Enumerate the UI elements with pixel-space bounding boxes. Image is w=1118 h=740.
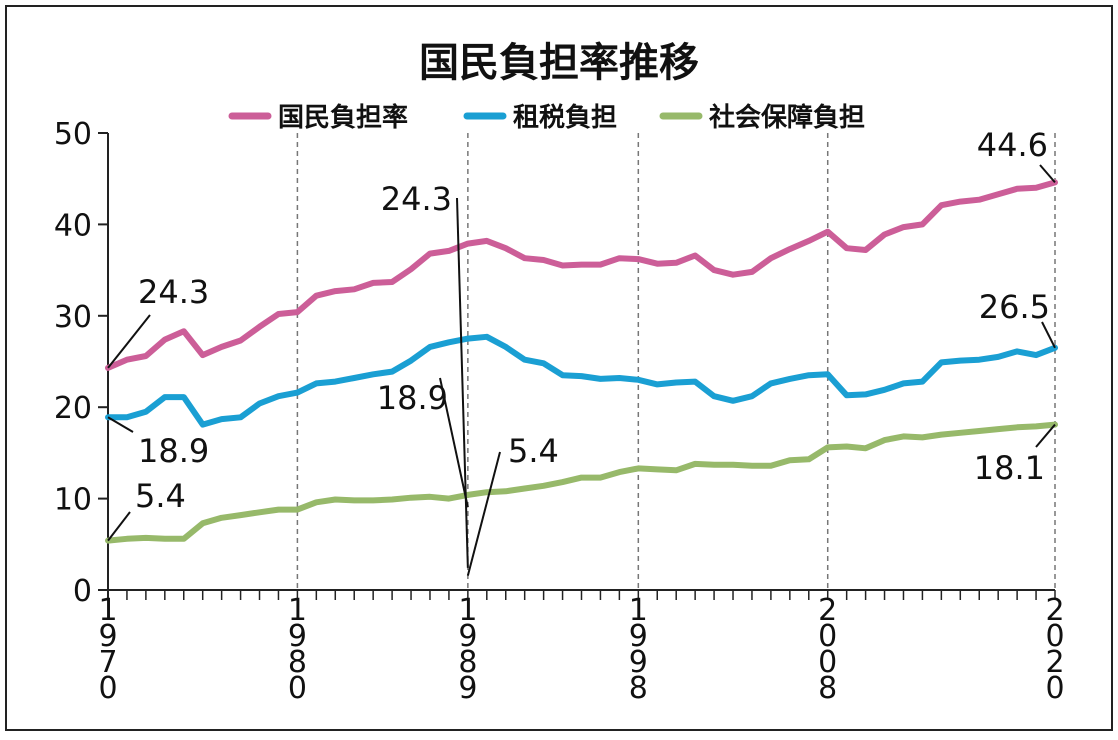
- annotation-leader-1: [456, 197, 469, 568]
- y-tick-label: 50: [54, 117, 92, 152]
- legend-label-1: 租税負担: [513, 103, 617, 133]
- annotation-leader-2: [1039, 164, 1056, 184]
- annotation-leader-8: [1035, 423, 1056, 448]
- data-label-7: 5.4: [508, 432, 559, 470]
- data-label-4: 18.9: [377, 379, 448, 417]
- data-label-0: 24.3: [138, 273, 209, 311]
- y-tick-label: 10: [54, 483, 92, 518]
- chart-title: 国民負担率推移: [419, 40, 699, 86]
- series-line-2: [105, 421, 1058, 544]
- legend: 国民負担率 租税負担 社会保障負担: [228, 102, 865, 133]
- data-label-8: 18.1: [974, 449, 1045, 487]
- series-line-0: [105, 179, 1058, 371]
- chart-border: [5, 5, 1113, 731]
- series-line-1: [105, 333, 1058, 428]
- data-label-2: 44.6: [977, 126, 1048, 164]
- annotation-leader-4: [439, 377, 469, 508]
- legend-label-2: 社会保障負担: [709, 102, 865, 133]
- annotation-layer: 24.3 24.3 44.6 18.9 18.9 26.5 5.4 5.4 18.1: [107, 126, 1056, 576]
- data-label-6: 5.4: [135, 477, 186, 515]
- annotation-leader-3: [107, 416, 134, 433]
- y-tick-label: 40: [54, 208, 92, 243]
- annotation-leader-7: [466, 451, 501, 576]
- y-tick-label: 30: [54, 300, 92, 335]
- data-label-5: 26.5: [979, 288, 1050, 326]
- y-tick-label: 20: [54, 391, 92, 426]
- annotation-leader-6: [107, 511, 131, 542]
- y-tick-label: 0: [73, 574, 92, 609]
- axes: 0 10 20 30 40 50 1 9 7 0 1 9 8 0 1 9 8 9 1 9 9 8 2 0 0 8 2 0 2 0: [54, 117, 1065, 706]
- legend-label-0: 国民負担率: [278, 102, 408, 133]
- annotation-leader-5: [1041, 321, 1056, 349]
- annotation-leader-0: [107, 314, 151, 369]
- series-layer: [105, 179, 1058, 544]
- data-label-3: 18.9: [138, 432, 209, 470]
- data-label-1: 24.3: [381, 180, 452, 218]
- grid: [296, 133, 1056, 590]
